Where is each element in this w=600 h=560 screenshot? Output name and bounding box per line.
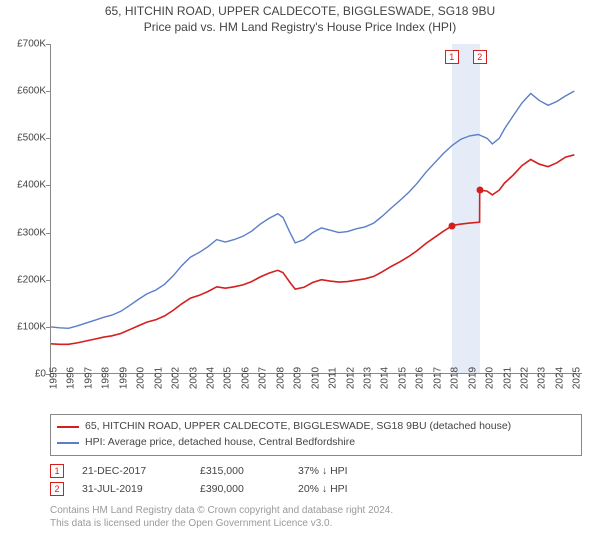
x-tick-label: 2023 — [537, 367, 548, 389]
sale-price: £315,000 — [200, 465, 280, 477]
y-tick-label: £0 — [0, 369, 46, 380]
x-tick-label: 2025 — [572, 367, 583, 389]
y-tick-label: £600K — [0, 86, 46, 97]
x-tick-label: 1999 — [118, 367, 129, 389]
footer-line1: Contains HM Land Registry data © Crown c… — [50, 504, 582, 517]
y-tick-label: £200K — [0, 274, 46, 285]
x-tick-label: 2022 — [519, 367, 530, 389]
x-tick-label: 2019 — [467, 367, 478, 389]
x-tick-label: 2000 — [136, 367, 147, 389]
x-tick-label: 2015 — [397, 367, 408, 389]
y-tick-mark — [46, 138, 50, 139]
x-tick-label: 1998 — [101, 367, 112, 389]
y-tick-label: £700K — [0, 39, 46, 50]
chart-area: 12 £0£100K£200K£300K£400K£500K£600K£700K… — [50, 44, 582, 374]
title-address: 65, HITCHIN ROAD, UPPER CALDECOTE, BIGGL… — [0, 4, 600, 20]
x-tick-label: 2016 — [415, 367, 426, 389]
sale-row: 1 21-DEC-2017 £315,000 37% ↓ HPI — [50, 464, 582, 478]
sale-date: 21-DEC-2017 — [82, 465, 182, 477]
legend-row: 65, HITCHIN ROAD, UPPER CALDECOTE, BIGGL… — [57, 419, 575, 435]
sale-vs-hpi: 37% ↓ HPI — [298, 465, 398, 477]
y-tick-label: £100K — [0, 321, 46, 332]
sale-marker-icon: 1 — [50, 464, 64, 478]
x-tick-label: 2014 — [380, 367, 391, 389]
x-tick-label: 2007 — [258, 367, 269, 389]
legend-label: HPI: Average price, detached house, Cent… — [85, 435, 355, 451]
y-tick-mark — [46, 91, 50, 92]
legend-row: HPI: Average price, detached house, Cent… — [57, 435, 575, 451]
legend-label: 65, HITCHIN ROAD, UPPER CALDECOTE, BIGGL… — [85, 419, 511, 435]
sales-table: 1 21-DEC-2017 £315,000 37% ↓ HPI 2 31-JUL-201… — [50, 464, 582, 496]
line-series-svg — [51, 44, 583, 374]
footer-line2: This data is licensed under the Open Gov… — [50, 517, 582, 530]
x-tick-label: 2006 — [240, 367, 251, 389]
x-tick-label: 2004 — [205, 367, 216, 389]
below-chart: 65, HITCHIN ROAD, UPPER CALDECOTE, BIGGL… — [50, 414, 582, 530]
y-tick-mark — [46, 44, 50, 45]
sale-row: 2 31-JUL-2019 £390,000 20% ↓ HPI — [50, 482, 582, 496]
band-marker-2: 2 — [473, 50, 487, 64]
x-tick-label: 2013 — [362, 367, 373, 389]
x-tick-label: 2012 — [345, 367, 356, 389]
x-tick-label: 2018 — [450, 367, 461, 389]
sale-point-2 — [476, 187, 483, 194]
sale-marker-icon: 2 — [50, 482, 64, 496]
chart-title: 65, HITCHIN ROAD, UPPER CALDECOTE, BIGGL… — [0, 0, 600, 35]
sale-vs-hpi: 20% ↓ HPI — [298, 483, 398, 495]
sale-point-1 — [448, 222, 455, 229]
x-tick-label: 2024 — [554, 367, 565, 389]
y-tick-mark — [46, 280, 50, 281]
x-tick-label: 1996 — [66, 367, 77, 389]
series-hpi — [51, 91, 574, 328]
legend: 65, HITCHIN ROAD, UPPER CALDECOTE, BIGGL… — [50, 414, 582, 456]
x-tick-label: 1997 — [83, 367, 94, 389]
x-tick-label: 2010 — [310, 367, 321, 389]
legend-swatch — [57, 442, 79, 444]
footer-attribution: Contains HM Land Registry data © Crown c… — [50, 504, 582, 530]
y-tick-mark — [46, 327, 50, 328]
x-tick-label: 2020 — [485, 367, 496, 389]
x-tick-label: 2021 — [502, 367, 513, 389]
series-price_paid — [51, 155, 574, 344]
x-tick-label: 2009 — [293, 367, 304, 389]
band-marker-1: 1 — [445, 50, 459, 64]
sale-date: 31-JUL-2019 — [82, 483, 182, 495]
y-tick-label: £400K — [0, 180, 46, 191]
y-tick-label: £300K — [0, 227, 46, 238]
legend-swatch — [57, 426, 79, 428]
x-tick-label: 2001 — [153, 367, 164, 389]
x-tick-label: 2011 — [328, 367, 339, 389]
x-tick-label: 2003 — [188, 367, 199, 389]
y-tick-label: £500K — [0, 133, 46, 144]
x-tick-label: 1995 — [49, 367, 60, 389]
title-subtitle: Price paid vs. HM Land Registry's House … — [0, 20, 600, 36]
x-tick-label: 2017 — [432, 367, 443, 389]
x-tick-label: 2008 — [275, 367, 286, 389]
plot-frame: 12 — [50, 44, 582, 374]
sale-price: £390,000 — [200, 483, 280, 495]
x-tick-label: 2005 — [223, 367, 234, 389]
y-tick-mark — [46, 185, 50, 186]
y-tick-mark — [46, 233, 50, 234]
x-tick-label: 2002 — [171, 367, 182, 389]
